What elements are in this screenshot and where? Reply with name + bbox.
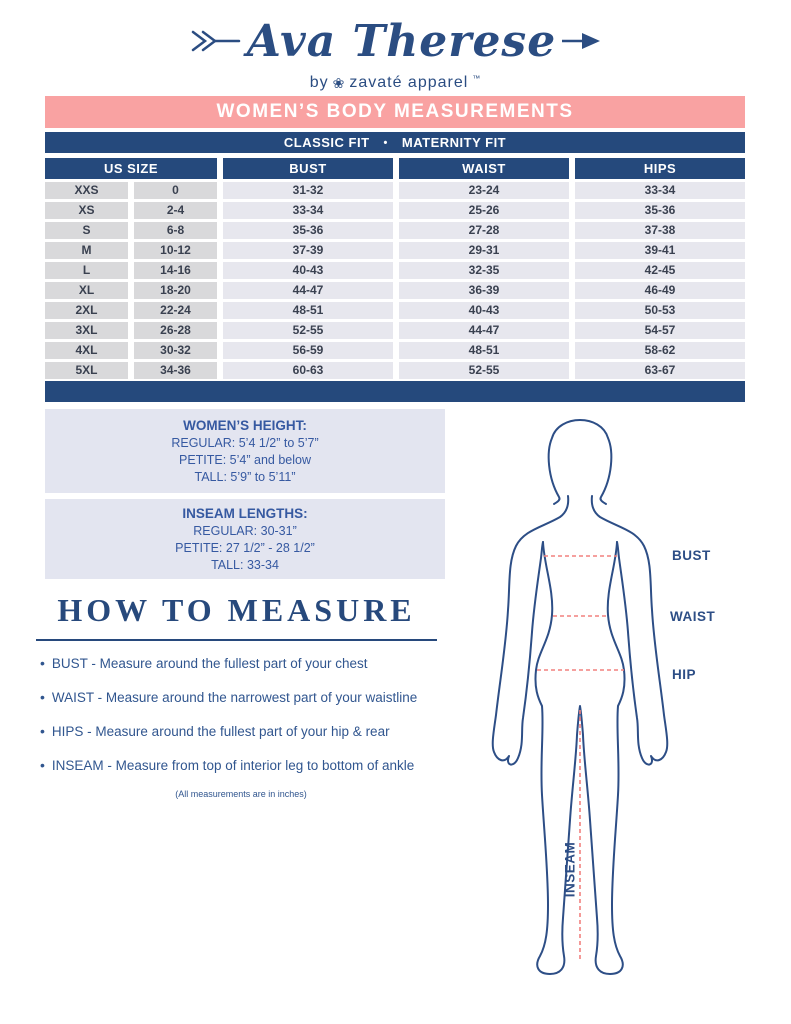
arrow-fletching-icon: [191, 30, 241, 52]
inseam-tall: TALL: 33-34: [211, 557, 279, 572]
height-box-title: WOMEN’S HEIGHT:: [183, 417, 307, 433]
woman-silhouette-icon: [491, 419, 669, 975]
bullet-bust: BUST - Measure around the fullest part o…: [40, 655, 456, 672]
cell-bust: 40-43: [223, 262, 393, 279]
cell-bust: 35-36: [223, 222, 393, 239]
brand-subtitle: by ❀ zavaté apparel ™: [0, 74, 791, 92]
figure-label-waist: WAIST: [670, 609, 716, 624]
cell-size: S: [45, 222, 128, 239]
measure-instructions-list: BUST - Measure around the fullest part o…: [36, 655, 456, 774]
cell-us: 2-4: [134, 202, 217, 219]
cell-size: XL: [45, 282, 128, 299]
cell-hips: 63-67: [575, 362, 745, 379]
figure-label-inseam: INSEAM: [562, 841, 578, 898]
height-info-box: WOMEN’S HEIGHT: REGULAR: 5’4 1/2” to 5’7…: [45, 409, 445, 493]
cell-us: 26-28: [134, 322, 217, 339]
cell-size: 3XL: [45, 322, 128, 339]
cell-us: 30-32: [134, 342, 217, 359]
cell-bust: 31-32: [223, 182, 393, 199]
how-to-measure-title: HOW TO MEASURE: [36, 592, 437, 641]
cell-bust: 48-51: [223, 302, 393, 319]
trademark-symbol: ™: [472, 73, 482, 83]
cell-waist: 48-51: [399, 342, 569, 359]
page-title: WOMEN’S BODY MEASUREMENTS: [216, 101, 574, 122]
cell-hips: 50-53: [575, 302, 745, 319]
cell-size: XXS: [45, 182, 128, 199]
size-table: US SIZE BUST WAIST HIPS XXS 0 31-32 23-2…: [45, 158, 745, 379]
height-tall: TALL: 5’9” to 5’11”: [194, 469, 296, 484]
cell-waist: 44-47: [399, 322, 569, 339]
brand-name-text: zavaté apparel: [349, 74, 469, 91]
cell-us: 22-24: [134, 302, 217, 319]
title-banner: WOMEN’S BODY MEASUREMENTS: [45, 96, 745, 128]
cell-us: 6-8: [134, 222, 217, 239]
measurements-note: (All measurements are in inches): [175, 789, 307, 799]
cell-waist: 52-55: [399, 362, 569, 379]
cell-waist: 23-24: [399, 182, 569, 199]
cell-bust: 44-47: [223, 282, 393, 299]
cell-hips: 58-62: [575, 342, 745, 359]
cell-size: M: [45, 242, 128, 259]
fit-type-bar: CLASSIC FIT • MATERNITY FIT: [45, 132, 745, 153]
figure-label-bust: BUST: [672, 548, 711, 563]
brand-header: Ava Therese by ❀ zavaté apparel ™: [0, 10, 791, 92]
table-footer-bar: [45, 381, 745, 402]
cell-size: L: [45, 262, 128, 279]
cell-bust: 52-55: [223, 322, 393, 339]
separator-dot: •: [383, 136, 388, 149]
how-to-measure-section: HOW TO MEASURE BUST - Measure around the…: [36, 592, 456, 799]
cell-us: 14-16: [134, 262, 217, 279]
cell-size: XS: [45, 202, 128, 219]
height-petite: PETITE: 5’4” and below: [178, 452, 311, 467]
classic-fit-label: CLASSIC FIT: [283, 135, 370, 150]
column-header-waist: WAIST: [399, 158, 569, 179]
body-measurement-diagram: BUST WAIST HIP INSEAM: [480, 400, 791, 1024]
cell-bust: 37-39: [223, 242, 393, 259]
column-header-us-size: US SIZE: [45, 158, 217, 179]
cell-waist: 36-39: [399, 282, 569, 299]
inseam-petite: PETITE: 27 1/2” - 28 1/2”: [175, 540, 315, 555]
cell-hips: 42-45: [575, 262, 745, 279]
cell-hips: 35-36: [575, 202, 745, 219]
cell-us: 18-20: [134, 282, 217, 299]
arrow-head-icon: [562, 33, 601, 49]
inseam-regular: REGULAR: 30-31”: [193, 523, 297, 538]
flower-icon: ❀: [332, 74, 346, 91]
inseam-info-box: INSEAM LENGTHS: REGULAR: 30-31” PETITE: …: [45, 499, 445, 579]
cell-us: 10-12: [134, 242, 217, 259]
column-header-hips: HIPS: [575, 158, 745, 179]
cell-hips: 54-57: [575, 322, 745, 339]
inseam-box-title: INSEAM LENGTHS:: [182, 505, 308, 521]
cell-hips: 46-49: [575, 282, 745, 299]
measurement-dash-lines: [537, 555, 624, 960]
cell-waist: 29-31: [399, 242, 569, 259]
cell-size: 4XL: [45, 342, 128, 359]
cell-size: 5XL: [45, 362, 128, 379]
cell-us: 0: [134, 182, 217, 199]
cell-bust: 56-59: [223, 342, 393, 359]
bullet-inseam: INSEAM - Measure from top of interior le…: [40, 757, 456, 774]
brand-logo-text: Ava Therese: [246, 15, 557, 67]
bullet-waist: WAIST - Measure around the narrowest par…: [40, 689, 456, 706]
cell-us: 34-36: [134, 362, 217, 379]
bullet-hips: HIPS - Measure around the fullest part o…: [40, 723, 456, 740]
cell-hips: 39-41: [575, 242, 745, 259]
cell-hips: 33-34: [575, 182, 745, 199]
cell-waist: 40-43: [399, 302, 569, 319]
cell-waist: 32-35: [399, 262, 569, 279]
column-header-bust: BUST: [223, 158, 393, 179]
brand-by-text: by: [309, 74, 329, 91]
cell-size: 2XL: [45, 302, 128, 319]
cell-bust: 33-34: [223, 202, 393, 219]
cell-bust: 60-63: [223, 362, 393, 379]
height-regular: REGULAR: 5’4 1/2” to 5’7”: [171, 435, 319, 450]
figure-label-hip: HIP: [672, 667, 697, 682]
maternity-fit-label: MATERNITY FIT: [401, 135, 507, 150]
cell-waist: 25-26: [399, 202, 569, 219]
cell-hips: 37-38: [575, 222, 745, 239]
cell-waist: 27-28: [399, 222, 569, 239]
